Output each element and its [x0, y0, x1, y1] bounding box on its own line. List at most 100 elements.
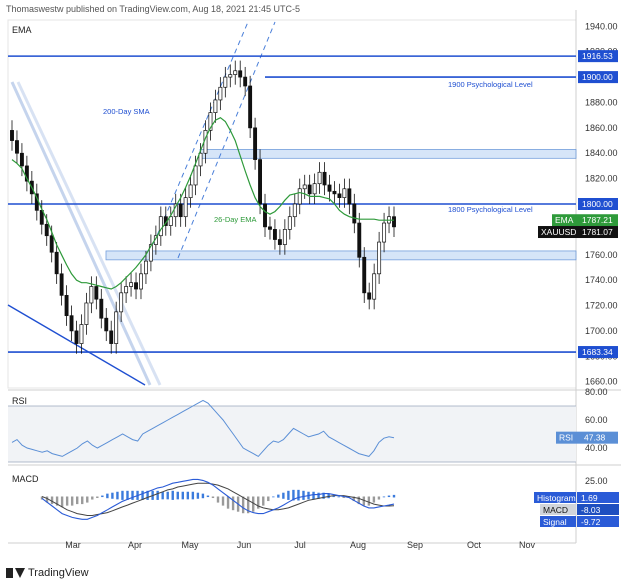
macd-histogram-bar	[146, 490, 149, 500]
candle-body	[139, 273, 143, 290]
candle-body	[15, 140, 19, 154]
rsi-line	[11, 399, 395, 458]
macd-histogram-bar	[327, 493, 330, 499]
time-axis-label: Mar	[65, 540, 81, 550]
macd-histogram-bar	[226, 496, 230, 509]
macd-histogram-bar	[282, 492, 285, 499]
price-level-tag-text: 1916.53	[582, 51, 613, 61]
tradingview-logo-icon	[6, 568, 25, 578]
macd-value-tag	[577, 492, 619, 503]
candle-body	[347, 188, 352, 205]
xauusd-value-tag-value: 1781.07	[582, 227, 613, 237]
candle-body	[119, 292, 124, 313]
price-level-tag	[578, 50, 618, 63]
candle-body	[332, 190, 337, 195]
macd-histogram-bar	[141, 490, 144, 500]
price-level-tag	[578, 71, 618, 84]
rsi-value-tag	[556, 431, 618, 444]
time-axis-label: Jun	[237, 540, 252, 550]
candle-body	[143, 260, 148, 275]
macd-histogram-bar	[96, 496, 99, 499]
candle-body	[69, 315, 74, 332]
macd-histogram-bar	[196, 492, 200, 499]
macd-histogram-bar	[267, 496, 270, 502]
macd-histogram-bar	[166, 491, 169, 500]
candle-body	[337, 193, 342, 199]
macd-histogram-bar	[292, 489, 295, 501]
annotation-200-day-sma: 200-Day SMA	[103, 107, 150, 116]
candle-body	[24, 165, 29, 182]
candle-body	[178, 203, 183, 218]
macd-histogram-bar	[50, 496, 54, 505]
candle-body	[307, 184, 312, 195]
macd-histogram-bar	[312, 491, 315, 500]
price-tick-label: 1860.00	[585, 123, 618, 133]
macd-histogram-bar	[302, 490, 305, 500]
candle-body	[44, 223, 49, 237]
level-label: 1800 Psychological Level	[448, 205, 533, 214]
candle-body	[382, 222, 387, 243]
candle-body	[19, 152, 24, 167]
macd-tick-label: 25.00	[585, 476, 608, 486]
candle-body	[277, 239, 282, 245]
candle-body	[218, 86, 223, 101]
rising-channel-dashed-line	[177, 21, 276, 259]
macd-value-tag	[577, 504, 619, 515]
candle-body	[114, 311, 119, 344]
xauusd-value-tag-label: XAUUSD	[541, 227, 576, 237]
price-tick-label: 1720.00	[585, 301, 618, 311]
macd-histogram-bar	[382, 496, 386, 498]
candle-body	[268, 226, 272, 230]
candle-body	[223, 76, 228, 88]
candle-body	[327, 184, 332, 192]
candle-body	[84, 302, 89, 325]
macd-histogram-bar	[221, 496, 225, 506]
macd-histogram-bar	[70, 496, 74, 506]
candle-body	[134, 282, 138, 290]
price-tick-label: 1700.00	[585, 326, 618, 336]
ema-value-tag-label: EMA	[555, 215, 574, 225]
price-pane-title: EMA	[12, 25, 32, 35]
candle-body	[362, 256, 367, 294]
macd-histogram-bar	[45, 496, 49, 503]
price-tick-label: 1660.00	[585, 377, 618, 387]
candle-body	[59, 273, 64, 296]
candle-body	[312, 183, 317, 195]
candle-body	[297, 188, 302, 205]
ema-value-tag	[552, 214, 618, 227]
macd-histogram-bar	[186, 491, 190, 500]
candle-body	[213, 99, 218, 113]
macd-histogram-bar	[161, 491, 164, 500]
time-axis-label: May	[181, 540, 199, 550]
macd-histogram-bar	[357, 496, 360, 505]
rsi-pane-title: RSI	[12, 396, 27, 406]
candle-body	[158, 216, 163, 237]
macd-value-tag	[577, 516, 619, 527]
annotation-26-day-ema: 26-Day EMA	[214, 215, 257, 224]
macd-histogram-bar	[216, 496, 220, 503]
price-level-tag	[578, 198, 618, 210]
macd-histogram-bar	[362, 496, 366, 506]
footer-brand[interactable]: TradingView	[6, 567, 89, 579]
candle-body	[168, 216, 173, 226]
macd-value-tag-value: -8.03	[581, 505, 601, 515]
time-axis-label: Oct	[467, 540, 482, 550]
price-tick-label: 1760.00	[585, 250, 618, 260]
candle-body	[263, 203, 267, 228]
macd-histogram-bar	[191, 491, 195, 500]
macd-histogram-bar	[131, 490, 134, 500]
candle-body	[258, 159, 263, 205]
rsi-tick-label: 80.00	[585, 387, 608, 397]
macd-histogram-bar	[277, 494, 280, 498]
macd-histogram-bar	[367, 496, 371, 506]
ema-line	[11, 116, 394, 290]
macd-histogram-bar	[171, 490, 174, 500]
rsi-band	[8, 406, 576, 462]
macd-histogram-bar	[126, 490, 129, 500]
price-level-tag	[578, 346, 618, 359]
candle-body	[208, 112, 213, 131]
candle-body	[49, 235, 54, 253]
macd-histogram-bar	[55, 496, 59, 506]
rising-channel-dashed-line	[149, 21, 249, 253]
